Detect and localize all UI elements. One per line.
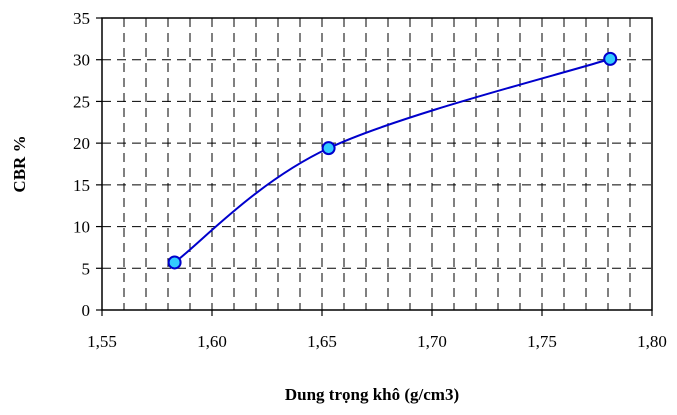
x-tick-label: 1,75 xyxy=(527,332,557,351)
y-axis-title: CBR % xyxy=(10,135,29,192)
x-tick-label: 1,65 xyxy=(307,332,337,351)
series-line xyxy=(174,57,611,264)
x-tick-label: 1,55 xyxy=(87,332,117,351)
data-point xyxy=(603,51,618,66)
y-tick-label: 0 xyxy=(82,301,91,320)
x-axis-title: Dung trọng khô (g/cm3) xyxy=(285,385,459,404)
axes xyxy=(96,17,653,316)
x-tick-label: 1,60 xyxy=(197,332,227,351)
x-tick-label: 1,70 xyxy=(417,332,447,351)
y-tick-label: 15 xyxy=(73,176,90,195)
y-tick-label: 10 xyxy=(73,218,90,237)
y-tick-label: 35 xyxy=(73,9,90,28)
y-tick-label: 20 xyxy=(73,134,90,153)
y-tick-label: 30 xyxy=(73,51,90,70)
plot-border xyxy=(101,17,653,311)
tick-labels: 0 5 10 15 20 25 30 35 1,55 1,60 1,65 1,70 1,75 1,80 xyxy=(73,9,667,351)
y-tick-label: 25 xyxy=(73,92,90,111)
x-tick-label: 1,80 xyxy=(637,332,667,351)
y-tick-label: 5 xyxy=(82,259,91,278)
data-series xyxy=(167,51,618,270)
data-point xyxy=(321,141,336,156)
grid-lines xyxy=(102,18,652,310)
data-point xyxy=(167,255,182,270)
